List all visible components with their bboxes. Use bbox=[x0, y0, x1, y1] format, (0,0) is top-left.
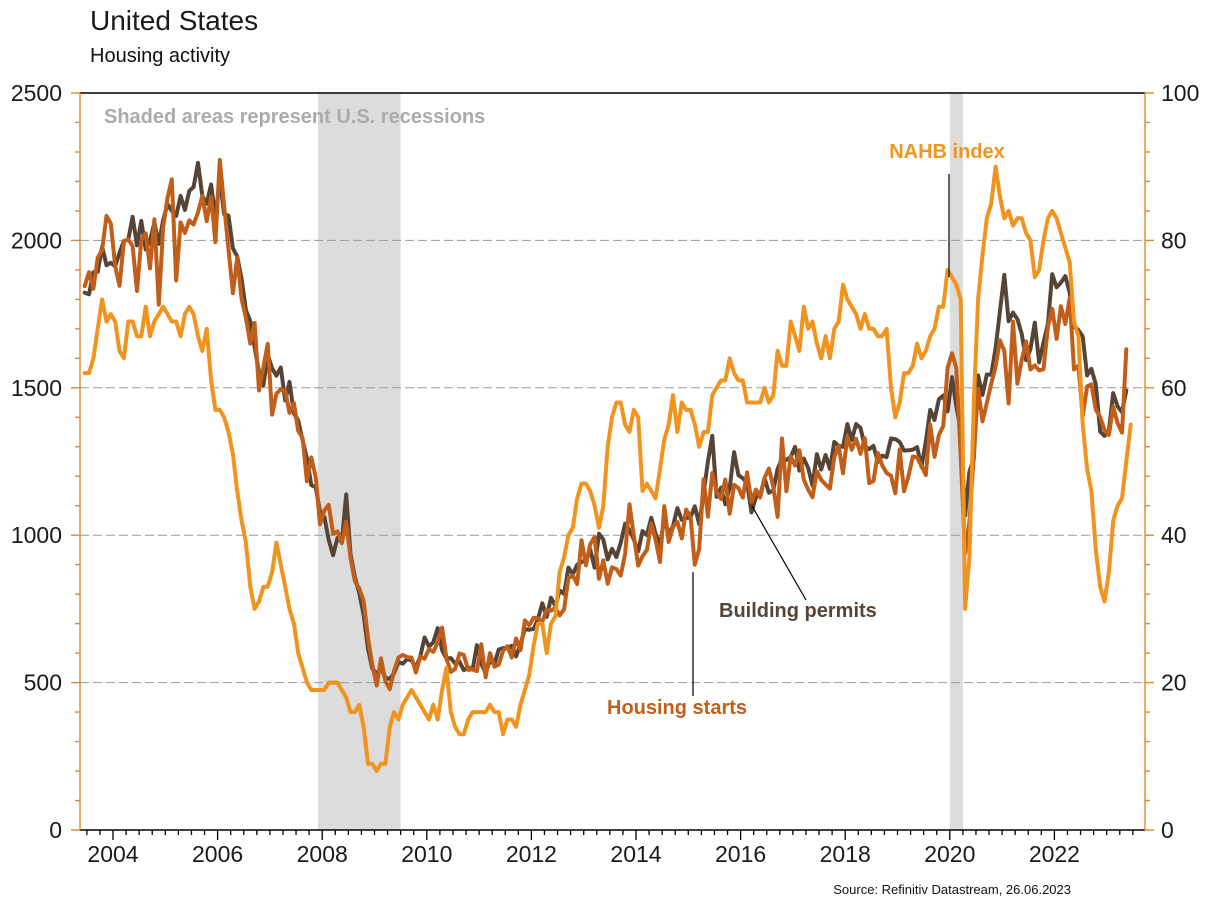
chart-title: United States bbox=[90, 5, 259, 36]
x-axis-tick-label: 2012 bbox=[506, 841, 557, 867]
nahb-index-line bbox=[82, 164, 1133, 773]
left-axis-tick-label: 1500 bbox=[11, 375, 62, 401]
x-axis-tick-label: 2022 bbox=[1029, 841, 1080, 867]
right-axis-tick-label: 40 bbox=[1161, 522, 1187, 548]
building-permits-label: Building permits bbox=[719, 600, 877, 622]
right-axis-tick-label: 0 bbox=[1161, 817, 1174, 843]
left-axis-tick-label: 2500 bbox=[11, 80, 62, 106]
housing-starts-label: Housing starts bbox=[607, 697, 748, 719]
left-axis-tick-label: 500 bbox=[24, 670, 62, 696]
recession-note: Shaded areas represent U.S. recessions bbox=[104, 106, 486, 128]
source-text: Source: Refinitiv Datastream, 26.06.2023 bbox=[833, 882, 1071, 897]
x-axis-tick-label: 2014 bbox=[610, 841, 661, 867]
right-axis-tick-label: 100 bbox=[1161, 80, 1199, 106]
left-axis-tick-label: 0 bbox=[49, 817, 62, 843]
right-axis-tick-label: 60 bbox=[1161, 375, 1187, 401]
left-axis-tick-label: 2000 bbox=[11, 227, 62, 253]
x-axis-tick-label: 2004 bbox=[87, 841, 138, 867]
housing-starts-line bbox=[82, 157, 1129, 692]
recession-band bbox=[318, 93, 401, 830]
x-axis-tick-label: 2008 bbox=[297, 841, 348, 867]
x-axis-tick-label: 2006 bbox=[192, 841, 243, 867]
permits-annotation-pointer bbox=[751, 505, 807, 601]
right-axis-tick-label: 80 bbox=[1161, 227, 1187, 253]
x-axis-tick-label: 2010 bbox=[401, 841, 452, 867]
nahb-index-label: NAHB index bbox=[889, 141, 1005, 163]
right-axis-tick-label: 20 bbox=[1161, 670, 1187, 696]
chart-subtitle: Housing activity bbox=[90, 45, 231, 67]
x-axis-tick-label: 2016 bbox=[715, 841, 766, 867]
x-axis-tick-label: 2020 bbox=[924, 841, 975, 867]
left-axis-tick-label: 1000 bbox=[11, 522, 62, 548]
x-axis-tick-label: 2018 bbox=[820, 841, 871, 867]
